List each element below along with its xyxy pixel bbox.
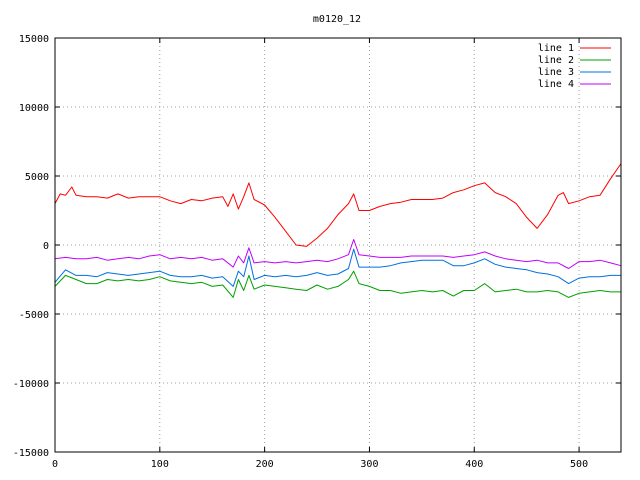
y-tick-label: 10000	[19, 103, 49, 114]
x-tick-label: 200	[256, 459, 274, 470]
y-tick-label: 5000	[25, 172, 49, 183]
x-tick-label: 0	[52, 459, 58, 470]
legend-label: line 4	[538, 79, 574, 90]
x-tick-label: 400	[465, 459, 483, 470]
series-line-2	[54, 270, 621, 298]
x-tick-label: 100	[151, 459, 169, 470]
x-tick-label: 500	[570, 459, 588, 470]
y-tick-label: 15000	[19, 34, 49, 45]
series-line-3	[54, 248, 621, 287]
y-tick-label: -15000	[13, 448, 49, 459]
y-tick-label: -5000	[19, 310, 49, 321]
legend-label: line 2	[538, 55, 574, 66]
y-axis: -15000 -10000 -5000 0 5000 10000 15000	[13, 34, 621, 459]
x-axis: 0 100 200 300 400 500	[52, 38, 588, 470]
series-line-1	[54, 163, 622, 247]
x-tick-label: 300	[360, 459, 378, 470]
legend-label: line 1	[538, 43, 574, 54]
y-tick-label: -10000	[13, 379, 49, 390]
series-group	[54, 163, 622, 298]
y-tick-label: 0	[43, 241, 49, 252]
legend-label: line 3	[538, 67, 574, 78]
chart-title: m0120_12	[313, 14, 361, 25]
series-line-4	[54, 239, 622, 269]
grid	[55, 38, 621, 452]
